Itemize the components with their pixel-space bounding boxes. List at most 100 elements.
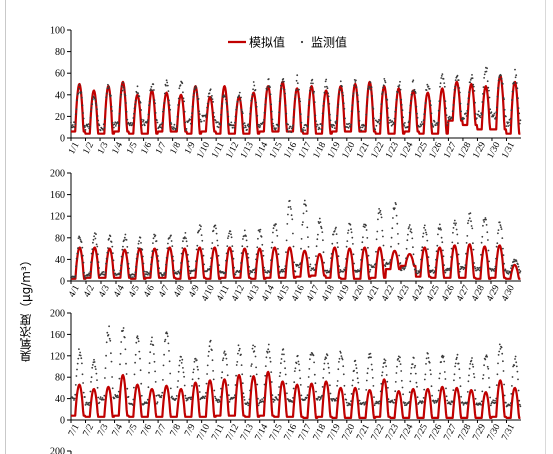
observed-point	[240, 262, 242, 264]
observed-point	[460, 395, 462, 398]
observed-point	[365, 224, 367, 227]
observed-point	[163, 102, 166, 104]
observed-point	[310, 354, 312, 356]
observed-point	[344, 266, 347, 269]
observed-point	[162, 110, 164, 113]
observed-point	[74, 113, 77, 115]
observed-point	[166, 335, 169, 338]
observed-point	[474, 397, 477, 400]
x-tick-label: 4/1	[67, 283, 82, 299]
observed-point	[362, 401, 365, 404]
observed-point	[118, 273, 121, 276]
x-tick-label: 4/10	[200, 283, 217, 303]
observed-point	[384, 361, 386, 364]
observed-point	[516, 87, 519, 90]
observed-point	[474, 113, 477, 115]
observed-point	[122, 81, 124, 84]
observed-point	[352, 253, 355, 256]
observed-point	[463, 267, 466, 269]
observed-point	[111, 245, 114, 248]
observed-point	[148, 272, 151, 274]
observed-point	[479, 116, 482, 119]
observed-point	[296, 82, 299, 85]
observed-point	[366, 96, 369, 98]
observed-point	[512, 365, 514, 368]
observed-point	[318, 127, 321, 130]
observed-point	[272, 122, 274, 125]
observed-point	[123, 236, 126, 239]
observed-point	[439, 85, 441, 88]
observed-point	[150, 263, 152, 266]
observed-point	[226, 110, 229, 113]
observed-point	[238, 349, 241, 352]
observed-point	[463, 117, 465, 120]
observed-point	[189, 118, 192, 121]
observed-point	[440, 77, 443, 79]
observed-point	[414, 268, 417, 270]
observed-point	[270, 259, 272, 262]
observed-point	[88, 401, 91, 404]
series-observed-points	[70, 325, 522, 408]
observed-point	[177, 97, 180, 100]
observed-point	[122, 329, 124, 332]
observed-point	[132, 117, 135, 119]
x-tick-label: 1/3	[96, 140, 111, 156]
observed-point	[381, 371, 384, 374]
observed-point	[196, 244, 199, 247]
observed-point	[182, 91, 184, 94]
observed-point	[467, 222, 469, 225]
observed-point	[261, 398, 263, 400]
y-tick-label: 80	[55, 233, 65, 244]
observed-point	[335, 233, 338, 236]
observed-point	[307, 246, 310, 248]
observed-point	[233, 126, 236, 129]
observed-point	[241, 373, 244, 376]
x-tick-label: 7/10	[196, 422, 213, 442]
observed-point	[84, 126, 86, 128]
x-tick-label: 7/29	[471, 422, 488, 442]
observed-point	[443, 360, 446, 363]
observed-point	[514, 358, 516, 360]
observed-point	[398, 84, 401, 86]
observed-point	[370, 363, 373, 366]
x-tick-label: 4/7	[157, 283, 172, 299]
observed-point	[466, 103, 469, 105]
observed-point	[244, 124, 247, 127]
observed-point	[399, 80, 401, 83]
observed-point	[107, 247, 109, 249]
observed-point	[486, 355, 488, 358]
observed-point	[328, 270, 331, 272]
observed-point	[518, 112, 521, 115]
observed-point	[127, 262, 130, 265]
observed-point	[438, 228, 440, 231]
observed-point	[195, 359, 198, 361]
observed-point	[503, 394, 506, 397]
observed-point	[515, 365, 518, 368]
observed-point	[496, 242, 499, 245]
observed-point	[253, 271, 256, 274]
observed-point	[232, 124, 235, 127]
observed-point	[335, 397, 338, 400]
observed-point	[128, 267, 131, 270]
observed-point	[88, 125, 91, 128]
observed-point	[401, 109, 404, 112]
observed-point	[449, 267, 452, 269]
observed-point	[73, 397, 76, 400]
observed-point	[107, 87, 110, 90]
observed-point	[133, 373, 136, 376]
observed-point	[267, 343, 270, 346]
x-tick-label: 4/13	[245, 283, 262, 303]
observed-point	[154, 381, 157, 383]
y-tick-label: 40	[55, 255, 65, 266]
observed-point	[124, 94, 127, 97]
observed-point	[135, 265, 137, 268]
observed-point	[160, 123, 163, 126]
observed-point	[319, 221, 322, 224]
observed-point	[249, 375, 252, 378]
observed-point	[299, 377, 302, 380]
left-border	[5, 0, 6, 454]
observed-point	[288, 199, 291, 202]
observed-point	[283, 353, 285, 356]
observed-point	[367, 367, 369, 370]
observed-point	[149, 89, 152, 92]
